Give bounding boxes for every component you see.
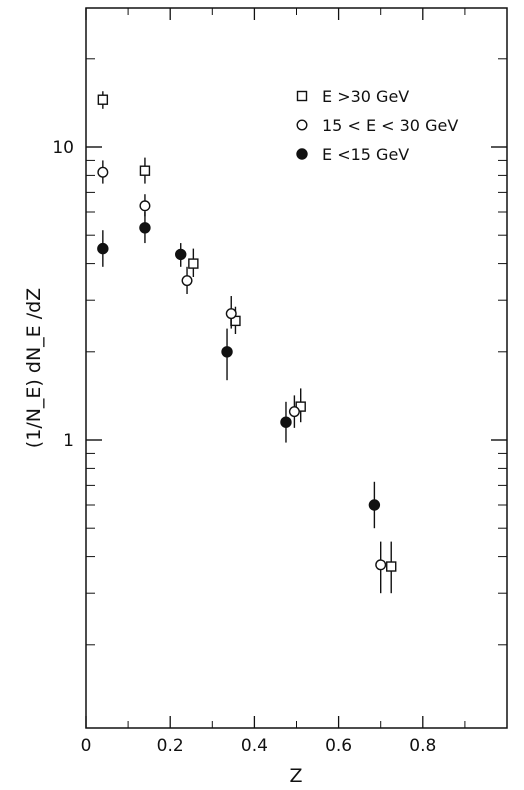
data-point-filled-circle xyxy=(296,148,308,160)
y-tick-label: 10 xyxy=(52,138,74,158)
legend-label: E <15 GeV xyxy=(322,145,409,164)
data-point-filled-circle xyxy=(139,222,151,234)
data-series xyxy=(97,91,397,594)
series xyxy=(97,212,381,529)
data-point-square xyxy=(188,258,199,269)
x-axis-label: Z xyxy=(289,765,302,787)
y-axis-label: (1/N_E) dN_E /dZ xyxy=(23,288,45,448)
data-point-open-circle xyxy=(288,406,300,418)
x-axis: 0 0.2 0.4 0.6 0.8 xyxy=(81,8,466,756)
legend-label: 15 < E < 30 GeV xyxy=(322,116,458,135)
y-tick-label: 1 xyxy=(63,431,74,451)
legend: E >30 GeV 15 < E < 30 GeV E <15 GeV xyxy=(296,87,458,164)
data-point-open-circle xyxy=(225,308,237,320)
data-point-filled-circle xyxy=(368,499,381,511)
x-tick-label: 0.4 xyxy=(241,736,268,756)
y-axis: 1 10 xyxy=(52,58,507,646)
data-point-filled-circle xyxy=(221,346,233,358)
x-tick-label: 0 xyxy=(81,736,92,756)
data-point-open-circle xyxy=(375,559,387,571)
x-tick-label: 0.8 xyxy=(409,736,436,756)
data-point-filled-circle xyxy=(97,242,109,255)
data-point-filled-circle xyxy=(280,416,292,428)
x-tick-label: 0.2 xyxy=(157,736,184,756)
data-point-square xyxy=(97,94,109,105)
data-point-open-circle xyxy=(296,119,308,131)
data-point-filled-circle xyxy=(175,248,187,261)
series xyxy=(97,160,387,594)
data-point-open-circle xyxy=(97,166,109,178)
data-point-square xyxy=(296,90,308,102)
series xyxy=(97,91,397,594)
data-point-square xyxy=(139,165,151,176)
data-point-open-circle xyxy=(181,275,193,287)
legend-label: E >30 GeV xyxy=(322,87,409,106)
data-point-open-circle xyxy=(139,200,151,212)
data-point-square xyxy=(386,561,397,572)
x-tick-label: 0.6 xyxy=(325,736,352,756)
